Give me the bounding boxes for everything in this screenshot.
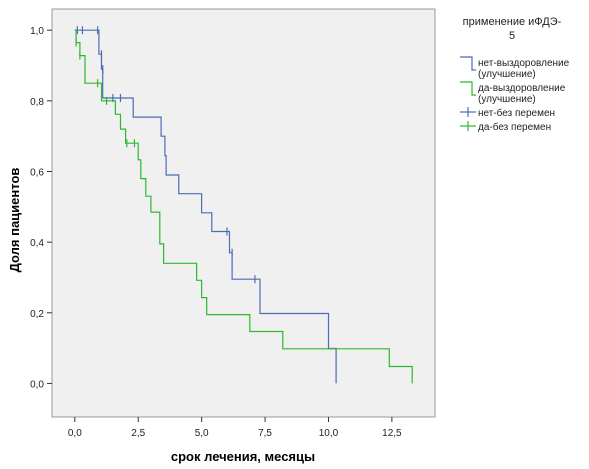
legend-entry-label: нет-без перемен bbox=[478, 107, 555, 119]
x-tick-label: 12,5 bbox=[382, 428, 402, 439]
series-1-curve bbox=[74, 29, 413, 384]
legend-entry-label: да-выздоровление bbox=[478, 83, 566, 94]
x-axis-title: срок лечения, месяцы bbox=[171, 449, 315, 464]
y-tick-label: 0,6 bbox=[30, 167, 44, 178]
x-tick-label: 0,0 bbox=[68, 428, 82, 439]
legend-entry-label: да-без перемен bbox=[478, 121, 551, 133]
y-tick-label: 1,0 bbox=[30, 26, 44, 37]
x-tick-label: 2,5 bbox=[131, 428, 145, 439]
y-tick-label: 0,8 bbox=[30, 97, 44, 108]
survival-curves bbox=[74, 26, 413, 384]
x-tick-label: 7,5 bbox=[258, 428, 272, 439]
y-tick-label: 0,0 bbox=[30, 379, 44, 390]
y-axis-title: Доля пациентов bbox=[7, 168, 22, 273]
x-tick-label: 10,0 bbox=[319, 428, 339, 439]
plot-area bbox=[51, 8, 436, 418]
x-axis-ticks: 0,0 2,5 5,0 7,5 10,0 12,5 bbox=[68, 417, 402, 439]
legend-title: 5 bbox=[509, 30, 515, 42]
legend: применение иФДЭ-5нет-выздоровление(улучш… bbox=[460, 16, 570, 133]
y-tick-label: 0,2 bbox=[30, 309, 44, 320]
legend-entry-label: (улучшение) bbox=[478, 94, 536, 105]
legend-title: применение иФДЭ- bbox=[463, 16, 562, 28]
legend-entry-label: (улучшение) bbox=[478, 69, 536, 80]
legend-entry-label: нет-выздоровление bbox=[478, 58, 570, 69]
x-tick-label: 5,0 bbox=[195, 428, 209, 439]
y-axis-ticks: 0,0 0,2 0,4 0,6 0,8 1,0 bbox=[30, 26, 52, 390]
y-tick-label: 0,4 bbox=[30, 238, 44, 249]
legend-swatch-line bbox=[460, 81, 476, 96]
legend-swatch-line bbox=[460, 56, 476, 71]
